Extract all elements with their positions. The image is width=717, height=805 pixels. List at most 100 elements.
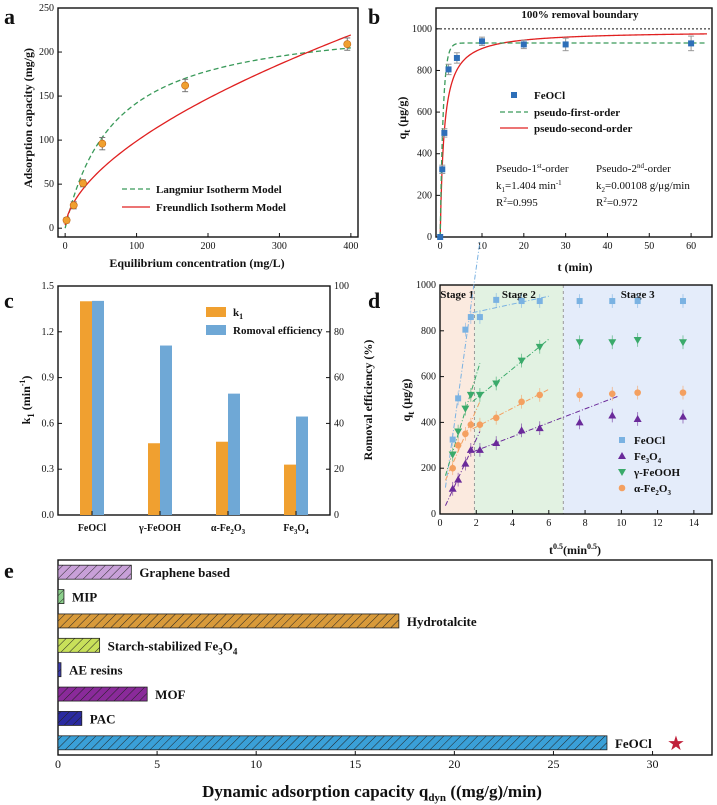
stage-fit-line [472, 338, 550, 402]
panel-b-point [688, 40, 695, 47]
marker-square [476, 314, 483, 321]
panel-a-ytick-label: 150 [39, 91, 54, 102]
panel-b-point [479, 38, 485, 45]
stage-fit-line [444, 241, 481, 488]
panel-e-category-label: Hydrotalcite [407, 614, 477, 629]
marker-triangle-up [448, 484, 457, 492]
panel-label-c: c [4, 288, 14, 313]
panel-label-b: b [368, 4, 380, 29]
legend-k1-swatch [206, 307, 226, 317]
panel-a-ytick-label: 50 [44, 179, 54, 190]
marker-triangle-up [575, 418, 584, 426]
stage-fit-line [472, 395, 618, 453]
pso-curve [439, 33, 707, 238]
panel-c-ytick-right-label: 80 [334, 327, 344, 338]
panel-d-xtick-label: 2 [474, 518, 479, 529]
panel-b-xtick-label: 0 [438, 241, 443, 252]
panel-d-ytick-label: 0 [431, 509, 436, 520]
panel-c-ylabel-left: k1 (min-1) [18, 376, 36, 425]
panel-e-category-label: Graphene based [139, 565, 230, 580]
panel-label-e: e [4, 558, 14, 583]
legend-removal: Romoval efficiency [233, 325, 323, 337]
panel-d-ytick-label: 800 [421, 326, 436, 337]
langmuir-curve [64, 47, 351, 229]
marker-triangle-down [466, 391, 475, 399]
marker-square [536, 298, 543, 305]
panel-b-point [441, 129, 448, 136]
panel-b-ytick-label: 200 [417, 190, 432, 201]
panel-e-category-label: FeOCl [615, 736, 652, 751]
panel-c-ytick-right-label: 20 [334, 464, 344, 475]
panel-a-xtick-label: 400 [343, 241, 358, 252]
bar-removal [228, 393, 240, 515]
legend-pso-label: pseudo-second-order [534, 123, 633, 135]
bar-dynamic-capacity [57, 735, 608, 751]
panel-b-xtick-label: 50 [644, 241, 654, 252]
panel-d-ytick-label: 200 [421, 463, 436, 474]
marker-triangle-down [448, 451, 457, 459]
panel-label-d: d [368, 288, 380, 313]
marker-triangle-down [608, 339, 617, 347]
panel-c-category-label: FeOCl [78, 523, 107, 534]
marker-triangle-down [517, 357, 526, 365]
marker-triangle-up [535, 424, 544, 432]
panel-c-category-label: α-Fe2O3 [211, 523, 246, 536]
bar-removal [160, 345, 172, 515]
panel-a-point [181, 81, 190, 90]
panel-c-ytick-right-label: 40 [334, 418, 344, 429]
panel-b-frame [435, 7, 713, 238]
marker-triangle-up [618, 452, 626, 459]
pso-line1: Pseudo-2nd-order [596, 162, 671, 175]
panel-e-xtick-label: 10 [250, 757, 262, 771]
legend-freundlich-label: Freundlich Isotherm Model [156, 202, 286, 214]
marker-square [462, 326, 469, 333]
panel-e-category-label: AE resins [69, 663, 123, 678]
marker-triangle-down [492, 380, 501, 388]
panel-b-point [439, 166, 446, 173]
panel-b-ylabel-sub: t [402, 130, 412, 133]
panel-c-ytick-left-label: 0.9 [42, 373, 55, 384]
panel-b-xtick-label: 10 [477, 241, 487, 252]
pfo-line3: R2=0.995 [496, 196, 538, 209]
panel-c-ytick-right-label: 100 [334, 281, 349, 292]
marker-triangle-up [475, 445, 484, 453]
panel-c-ytick-left-label: 0.6 [42, 418, 55, 429]
freundlich-curve [64, 34, 352, 226]
bar-dynamic-capacity [57, 662, 62, 678]
legend-feocl-marker [511, 92, 517, 98]
marker-circle [679, 389, 687, 396]
marker-triangle-up [517, 426, 526, 434]
panel-a-point [69, 201, 78, 210]
marker-triangle-up [466, 445, 475, 453]
panel-a-ytick-label: 200 [39, 47, 54, 58]
panel-b-point [445, 66, 452, 73]
panel-a-point [79, 179, 87, 188]
panel-d-xtick-label: 6 [546, 518, 551, 529]
pso-line3: R2=0.972 [596, 196, 638, 209]
panel-a-point [343, 40, 352, 49]
panel-a-ylabel: Adsorption capacity (mg/g) [21, 48, 35, 188]
panel-b-point [453, 54, 460, 61]
pso-line2: k2=0.00108 g/μg/min [596, 180, 690, 194]
panel-d-xtick-label: 8 [583, 518, 588, 529]
removal-boundary-label: 100% removal boundary [521, 9, 639, 21]
panel-b-ytick-label: 600 [417, 107, 432, 118]
panel-d-xtick-label: 4 [510, 518, 515, 529]
panel-b-ytick-label: 0 [427, 232, 432, 243]
marker-triangle-down [678, 339, 687, 347]
panel-b-xlabel: t (min) [558, 260, 593, 274]
marker-triangle-down [618, 469, 626, 476]
marker-square [493, 296, 500, 303]
marker-circle [608, 390, 616, 398]
panel-c-ytick-right-label: 0 [334, 510, 339, 521]
marker-triangle-up [492, 439, 501, 447]
marker-square [518, 298, 525, 305]
marker-circle [618, 484, 626, 492]
bar-dynamic-capacity [57, 613, 400, 629]
panel-c-ytick-left-label: 1.5 [42, 281, 55, 292]
marker-triangle-down [475, 391, 484, 399]
marker-square [449, 436, 456, 443]
marker-circle [492, 414, 500, 422]
panel-e-xtick-label: 30 [647, 757, 659, 771]
panel-a-ytick-label: 250 [39, 3, 54, 14]
